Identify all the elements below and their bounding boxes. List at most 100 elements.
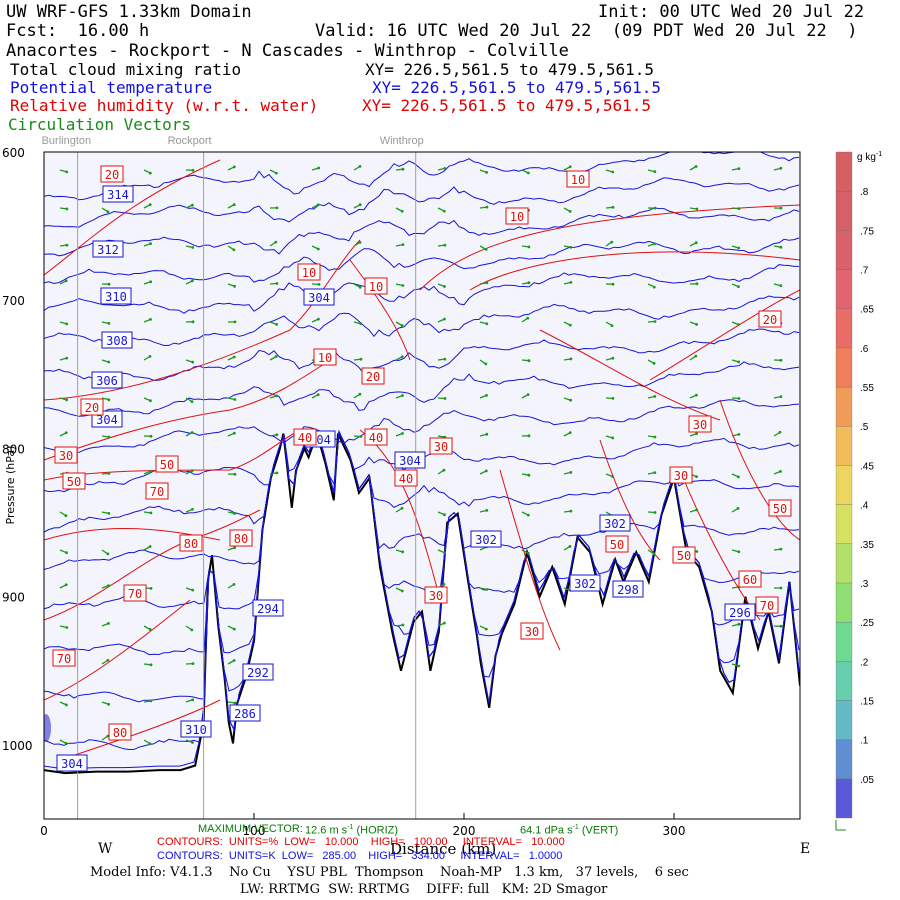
colorbar-tick-label: .25: [860, 618, 874, 629]
rh-contour-label-box: [313, 348, 337, 366]
colorbar-cell: [835, 661, 853, 701]
circulation-vector-head: [527, 473, 531, 477]
forecast-hour: Fcst: 16.00 h: [6, 21, 150, 41]
theta-contour-label-box: [101, 331, 133, 349]
colorbar-arrow-icon: [835, 820, 846, 831]
circulation-vector-head: [779, 470, 782, 473]
circulation-vector-head: [568, 210, 572, 213]
rh-contour-label: 70: [128, 587, 142, 601]
theta-contour-label-box: [92, 240, 124, 258]
rh-contour-label-box: [520, 622, 544, 640]
circulation-vector-head: [65, 322, 69, 326]
circulation-vector-head: [779, 206, 783, 210]
var-cloud-label: Total cloud mixing ratio: [10, 60, 242, 79]
circulation-vector-head: [568, 545, 572, 548]
theta-contour-label: 302: [475, 533, 497, 547]
theta-contour-label-box: [242, 663, 274, 681]
rh-contour-label: 20: [366, 370, 380, 384]
rh-contour-label-box: [424, 586, 448, 604]
rh-contour-label-box: [672, 546, 696, 564]
circulation-vector-head: [611, 205, 615, 209]
rh-contour: [539, 329, 721, 421]
circulation-vector-head: [191, 588, 195, 592]
theta-contour-label: 310: [185, 723, 207, 737]
circulation-vector-head: [191, 741, 194, 744]
circulation-vector-head: [64, 514, 68, 518]
theta-contour: [44, 399, 800, 453]
circulation-vector-head: [232, 659, 236, 662]
rh-contour-label: 20: [85, 401, 99, 415]
rh-contour-label: 30: [59, 449, 73, 463]
init-time: Init: 00 UTC Wed 20 Jul 22: [598, 2, 865, 22]
rh-contour: [719, 399, 800, 541]
circulation-vector-head: [569, 245, 573, 249]
circulation-vector-head: [484, 362, 488, 366]
theta-contour: [44, 207, 800, 257]
max-vector-horiz: 12.6 m s-1 (HORIZ): [305, 824, 399, 837]
circulation-vector-head: [401, 243, 405, 247]
circulation-vector-head: [653, 320, 657, 323]
circulation-vector-head: [317, 317, 320, 321]
circulation-vector-head: [652, 285, 656, 289]
circulation-vector-head: [358, 241, 362, 244]
rh-contour-label-box: [688, 415, 712, 433]
colorbar-cell: [835, 543, 853, 584]
circulation-vector-head: [107, 435, 111, 439]
circulation-vector-head: [653, 170, 657, 174]
colorbar-cell: [835, 700, 853, 740]
circulation-vector-head: [694, 354, 698, 358]
circulation-vector-head: [275, 323, 278, 326]
circulation-vector-head: [401, 550, 405, 554]
circulation-vector-head: [107, 282, 111, 286]
circulation-vector-head: [400, 506, 404, 510]
rh-contour-label-box: [179, 534, 203, 552]
y-axis-title: Pressure (hPa): [4, 446, 17, 525]
circulation-vector-head: [779, 547, 783, 551]
theta-contour-label: 304: [96, 413, 118, 427]
circulation-vector-head: [107, 472, 111, 475]
circulation-vector-head: [149, 242, 153, 246]
rh-contour-label: 60: [743, 573, 757, 587]
circulation-vector-head: [191, 698, 195, 702]
theta-contour: [44, 361, 800, 417]
circulation-vector-head: [527, 359, 531, 363]
circulation-vector-head: [275, 394, 279, 398]
circulation-vector-head: [484, 627, 488, 631]
rh-contour-label-box: [52, 649, 76, 667]
circulation-vector-head: [737, 285, 740, 288]
circulation-vector-head: [485, 205, 489, 209]
rh-contour: [44, 159, 221, 276]
rh-contour-label: 40: [369, 431, 383, 445]
circulation-vector-head: [611, 436, 615, 440]
circulation-vector-head: [65, 551, 68, 555]
y-tick-label: 800: [2, 442, 25, 456]
theta-contour-info: CONTOURS: UNITS=K LOW= 285.00 HIGH= 334.…: [157, 850, 563, 862]
circulation-vector-head: [275, 433, 279, 437]
theta-contour-label: 292: [247, 666, 269, 680]
circulation-vector-head: [401, 284, 405, 287]
colorbar-cell: [835, 308, 853, 349]
circulation-vector-head: [149, 399, 152, 403]
rh-contour-label: 10: [571, 173, 585, 187]
rh-contour-label: 30: [434, 440, 448, 454]
theta-contour-label: 298: [617, 583, 639, 597]
circulation-vector-head: [737, 622, 741, 626]
circulation-vector-head: [400, 324, 404, 327]
circulation-vector-head: [569, 509, 573, 513]
rh-contour: [499, 469, 561, 651]
circulation-vector-head: [442, 582, 446, 586]
circulation-vector-head: [401, 167, 405, 171]
circulation-vector-head: [569, 281, 573, 284]
circulation-vector-head: [653, 511, 657, 514]
rh-contour-label-box: [669, 466, 693, 484]
circulation-vector-head: [274, 355, 278, 358]
theta-contour-label: 310: [105, 290, 127, 304]
rh-contour-label-box: [123, 584, 147, 602]
circulation-vector-head: [191, 168, 195, 172]
rh-contour-label: 20: [763, 313, 777, 327]
circulation-vector-head: [358, 285, 362, 289]
circulation-vector-head: [358, 203, 362, 207]
circulation-vector-head: [695, 475, 698, 478]
